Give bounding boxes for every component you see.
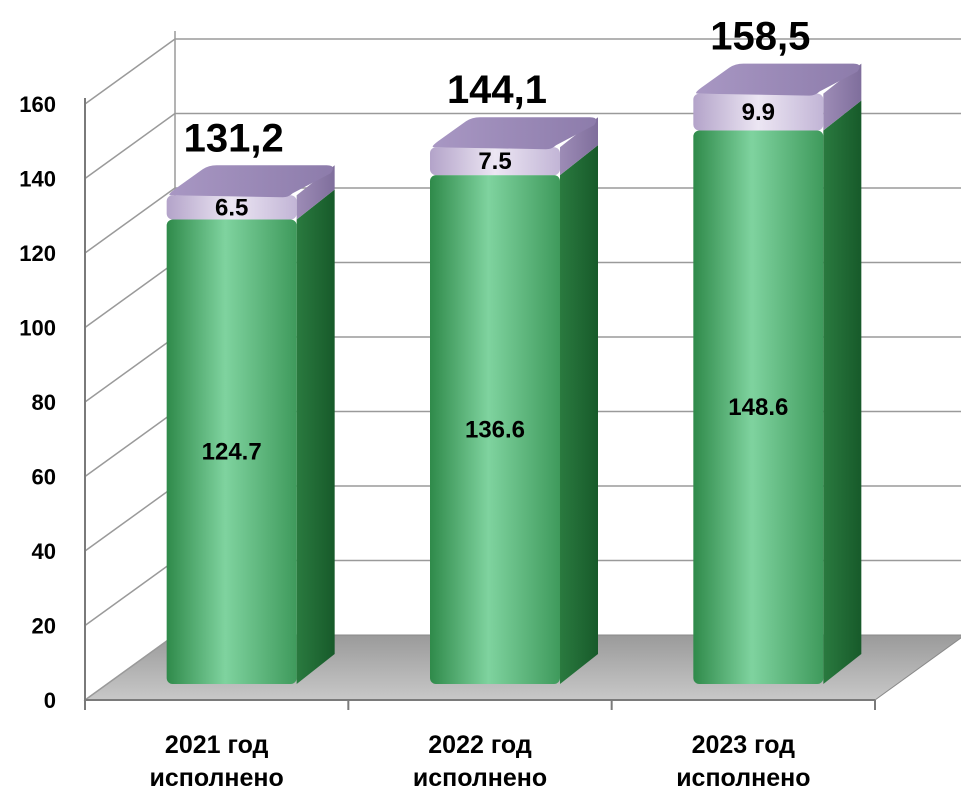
bar-side [296, 189, 335, 684]
bar-side [560, 117, 598, 176]
data-label: 148.6 [728, 394, 788, 421]
bar-segment [430, 147, 560, 176]
gridline-side [84, 634, 176, 701]
y-tick-label: 80 [32, 390, 56, 415]
bar-side [823, 100, 862, 685]
data-label: 6.5 [215, 194, 248, 221]
bar-cap [432, 117, 597, 150]
data-label: 124.7 [202, 439, 262, 466]
x-tick-label: 2022 год исполнено [413, 731, 547, 792]
x-tick-label-line: 2023 год [692, 731, 796, 759]
bar-group: 148.6 9.9 158,5 [693, 15, 862, 685]
y-tick-label: 160 [19, 92, 56, 117]
bar-segment [166, 195, 297, 220]
x-tick-label-line: исполнено [150, 764, 284, 792]
y-tick-label: 40 [32, 539, 56, 564]
bar-segment [166, 219, 297, 684]
data-label: 136.6 [465, 417, 525, 444]
x-tick-label-line: исполнено [413, 764, 547, 792]
bar-group: 136.6 7.5 144,1 [430, 68, 598, 685]
gridline-side [84, 336, 176, 403]
gridline-side [84, 410, 176, 478]
bar-segment [693, 130, 824, 685]
data-label: 7.5 [478, 148, 511, 175]
bar-side [296, 165, 335, 220]
gridline-side [84, 485, 176, 552]
total-label: 131,2 [184, 116, 284, 160]
y-tick-label: 0 [44, 688, 56, 713]
gridline-side [84, 187, 176, 254]
total-label: 158,5 [710, 15, 810, 59]
y-tick-label: 120 [19, 241, 56, 266]
x-tick-label: 2021 год исполнено [150, 731, 284, 792]
gridline-side [84, 38, 176, 105]
x-tick-label: 2023 год исполнено [676, 731, 810, 792]
bar-side [560, 145, 598, 685]
x-tick-label-line: 2021 год [165, 731, 269, 759]
gridline-side [84, 261, 176, 329]
y-tick-label: 60 [32, 465, 56, 490]
x-tick-label-line: 2022 год [428, 731, 532, 759]
bar-segment [430, 175, 560, 685]
total-label: 144,1 [447, 68, 547, 112]
bar-side [823, 63, 862, 131]
gridline-side [84, 112, 176, 180]
bar-cap [169, 165, 333, 198]
data-label: 9.9 [742, 99, 775, 126]
bar-cap [696, 63, 860, 96]
y-tick-label: 100 [19, 316, 56, 341]
bar-segment [693, 93, 824, 131]
x-tick-label-line: исполнено [676, 764, 810, 792]
y-tick-label: 20 [32, 614, 56, 639]
gridline-side [84, 559, 176, 627]
bar-group: 124.7 6.5 131,2 [166, 116, 335, 684]
y-tick-label: 140 [19, 167, 56, 192]
